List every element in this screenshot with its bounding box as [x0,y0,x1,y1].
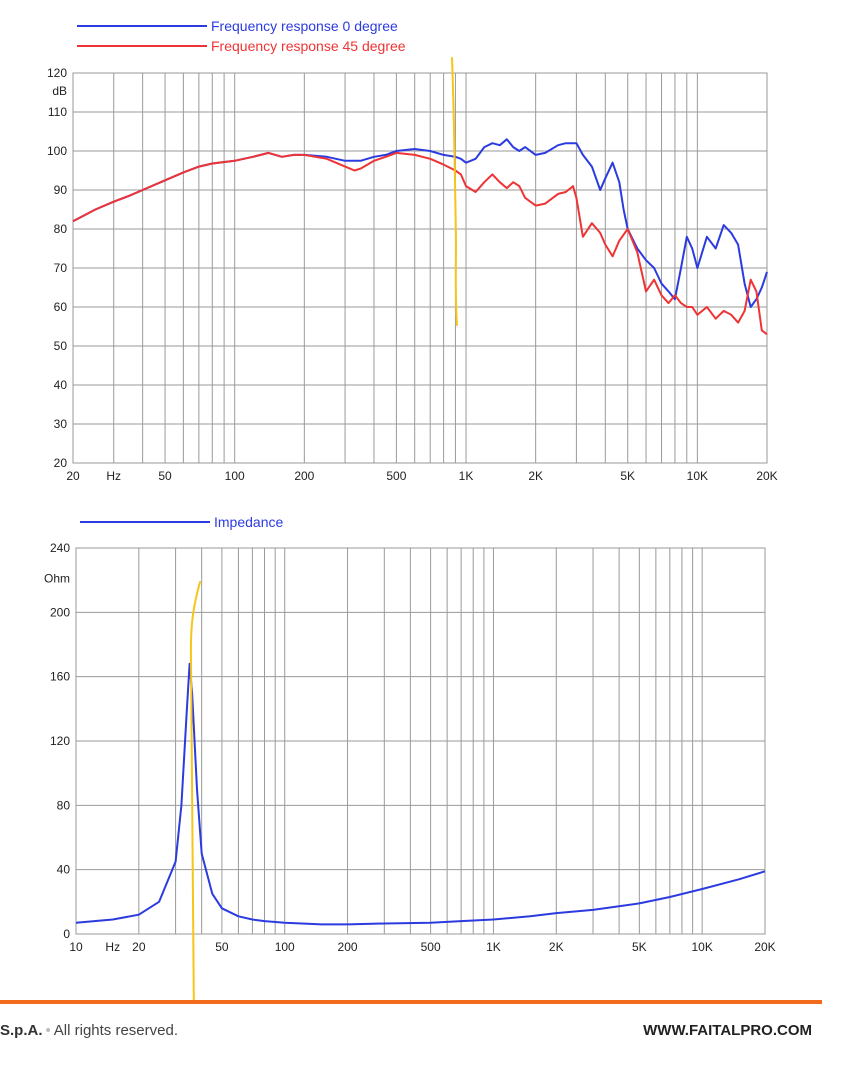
impedance-tick-labels: 0 40 80 120 160 200 240 Ohm 10 Hz 20 50 100 200 500 1K 2… [44,541,776,954]
impedance-grid [75,547,766,935]
x-tick-label: 20 [132,940,146,954]
y-tick-label: 70 [54,261,68,275]
y-tick-label: 100 [47,144,67,158]
x-tick-label: 20K [754,940,775,954]
footer-copyright: S.p.A. • All rights reserved. [0,1022,178,1039]
y-axis-unit-label: dB [52,84,67,98]
y-tick-label: 0 [63,927,70,941]
frequency-response-chart: 20 30 40 50 60 70 80 90 100 110 120 dB 20 Hz 50 100 200 5… [47,18,778,483]
x-tick-label: 500 [386,469,406,483]
y-tick-label: 240 [50,541,70,555]
x-tick-label: 2K [549,940,564,954]
impedance-legend: Impedance [80,514,283,530]
y-tick-label: 120 [50,734,70,748]
hand-drawn-markers [189,57,458,1000]
x-tick-label: 20K [756,469,777,483]
marker-stroke-2 [189,581,201,1000]
footer-bullet: • [45,1022,51,1039]
frequency-legend: Frequency response 0 degree Frequency res… [77,18,406,54]
x-tick-label: 10 [69,940,83,954]
x-tick-label: 100 [225,469,245,483]
x-tick-label: 5K [632,940,647,954]
y-tick-label: 80 [57,798,71,812]
x-tick-label: 20 [66,469,80,483]
x-tick-label: 200 [294,469,314,483]
x-tick-label: Hz [106,469,121,483]
footer-company: S.p.A. [0,1022,43,1039]
x-tick-label: 100 [275,940,295,954]
footer-divider [0,1000,822,1004]
y-tick-label: 90 [54,183,68,197]
legend-label-2: Frequency response 45 degree [211,38,406,54]
x-tick-label: 50 [158,469,172,483]
y-tick-label: 60 [54,300,68,314]
y-tick-label: 30 [54,417,68,431]
y-tick-label: 40 [54,378,68,392]
series-line-2 [72,151,768,336]
x-tick-label: 10K [691,940,712,954]
x-tick-label: 200 [338,940,358,954]
frequency-series [72,138,768,336]
x-tick-label: 500 [421,940,441,954]
marker-stroke-1 [451,57,458,326]
y-tick-label: 40 [57,863,71,877]
legend-label-1: Frequency response 0 degree [211,18,398,34]
y-tick-label: 20 [54,456,68,470]
x-tick-label: 1K [486,940,501,954]
y-tick-label: 200 [50,605,70,619]
series-line-1 [75,662,766,926]
x-tick-label: 10K [687,469,708,483]
x-tick-label: 2K [528,469,543,483]
footer-website: WWW.FAITALPRO.COM [643,1022,812,1039]
impedance-chart: 0 40 80 120 160 200 240 Ohm 10 Hz 20 50 100 200 500 1K 2… [44,514,776,954]
impedance-series [75,662,766,926]
y-axis-unit-label: Ohm [44,571,70,585]
y-tick-label: 160 [50,670,70,684]
frequency-grid [72,72,768,464]
x-tick-label: 5K [620,469,635,483]
series-line-1 [72,138,768,308]
x-tick-label: 50 [215,940,229,954]
legend-label-1: Impedance [214,514,283,530]
y-tick-label: 120 [47,66,67,80]
y-tick-label: 50 [54,339,68,353]
x-tick-label: Hz [105,940,120,954]
y-tick-label: 110 [48,105,67,119]
y-tick-label: 80 [54,222,68,236]
footer: S.p.A. • All rights reserved. WWW.FAITALPR… [0,1000,842,1080]
footer-rights: All rights reserved. [53,1022,178,1039]
frequency-tick-labels: 20 30 40 50 60 70 80 90 100 110 120 dB 20 Hz 50 100 200 5… [47,66,778,483]
x-tick-label: 1K [459,469,474,483]
